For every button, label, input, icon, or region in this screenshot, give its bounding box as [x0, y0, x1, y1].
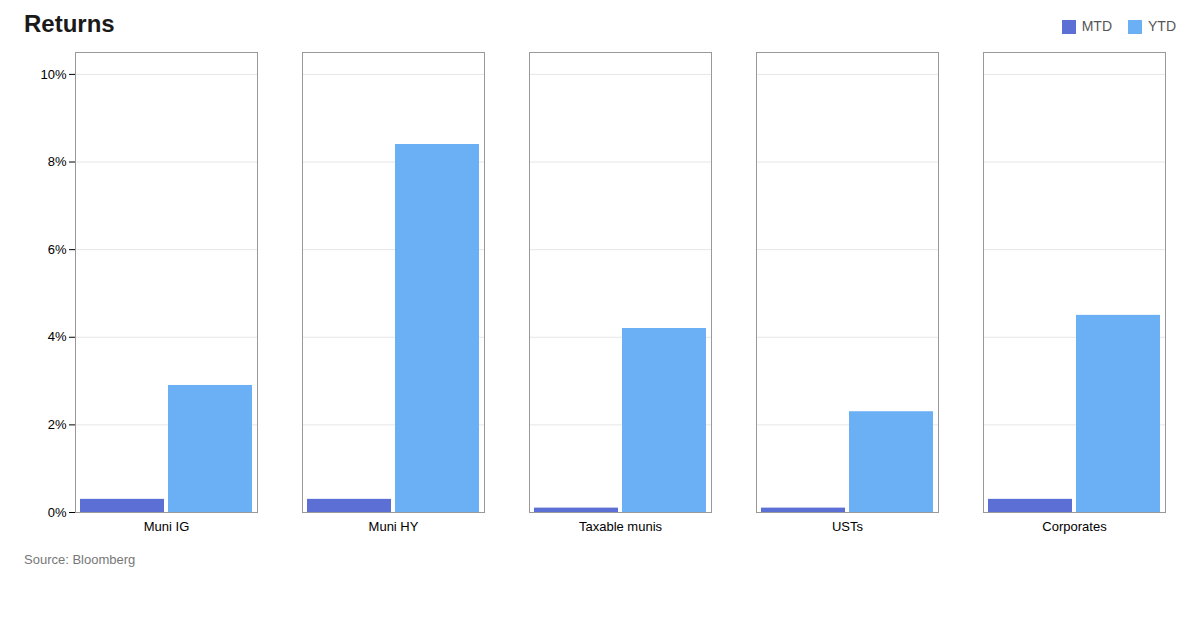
- svg-text:8%: 8%: [48, 154, 67, 169]
- svg-text:0%: 0%: [48, 505, 67, 520]
- svg-text:Muni HY: Muni HY: [369, 519, 419, 534]
- svg-text:2%: 2%: [48, 417, 67, 432]
- svg-text:10%: 10%: [40, 67, 66, 82]
- svg-text:Muni IG: Muni IG: [144, 519, 190, 534]
- html-text:MTD: MTD: [1081, 18, 1112, 34]
- html-text:Returns: Returns: [24, 10, 115, 37]
- svg-text:USTs: USTs: [832, 519, 864, 534]
- html-text:YTD: YTD: [1148, 18, 1176, 34]
- html-text:Source: Bloomberg: Source: Bloomberg: [24, 552, 136, 567]
- svg-text:6%: 6%: [48, 242, 67, 257]
- svg-text:4%: 4%: [48, 329, 67, 344]
- svg-text:Corporates: Corporates: [1042, 519, 1107, 534]
- svg-text:Taxable munis: Taxable munis: [579, 519, 663, 534]
